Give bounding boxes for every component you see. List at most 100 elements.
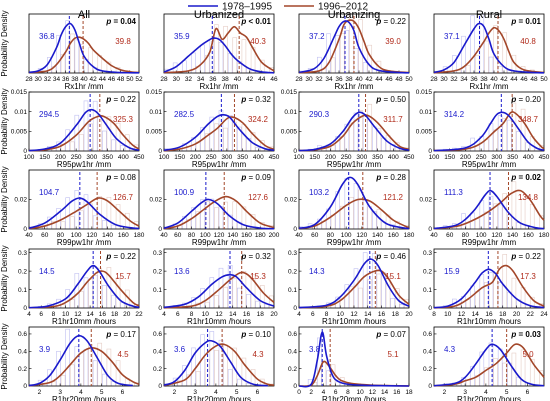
y-tick-label: 0.6 — [423, 331, 432, 338]
mean-label-1978-1995: 103.2 — [309, 188, 330, 197]
mean-label-1978-1995: 294.5 — [39, 110, 60, 119]
y-tick-label: 0.2 — [18, 268, 27, 275]
y-axis-label: Probability Density — [0, 323, 9, 389]
series-1978-1995 — [28, 22, 140, 74]
x-tick-label: 100 — [200, 232, 211, 239]
x-tick-label: 100 — [294, 154, 305, 161]
x-tick-label: 2 — [173, 389, 177, 396]
y-tick-label: 0.2 — [288, 366, 297, 373]
x-tick-label: 22 — [135, 311, 143, 318]
y-tick-label: 0.4 — [288, 348, 297, 355]
y-tick-label: 0.3 — [423, 250, 432, 257]
x-tick-label: 28 — [295, 76, 303, 83]
x-tick-label: 42 — [246, 76, 254, 83]
panel-r4-c3: 2 3 4 5 6 0 0.2 0.4 0.6 4.3 5.0 p = 0.03 R1hr20mm /h… — [423, 326, 545, 401]
series-1996-2012 — [28, 270, 140, 309]
panel-r2-c1: 40 60 80 100 120 140 160 180 200 0 0.02 100.9 127.6 p… — [149, 169, 280, 247]
x-tick-label: 14 — [364, 311, 372, 318]
x-tick-label: 6 — [334, 389, 338, 396]
x-tick-label: 180 — [404, 232, 415, 239]
y-tick-label: 0 — [23, 226, 27, 233]
mean-label-1996-2012: 121.2 — [383, 193, 404, 202]
x-tick-label: 16 — [378, 311, 386, 318]
mean-label-1978-1995: 3.6 — [174, 345, 186, 354]
x-tick-label: 10 — [444, 311, 452, 318]
column-title-rural: Rural — [476, 9, 502, 21]
x-tick-label: 120 — [214, 232, 225, 239]
y-tick-label: 0 — [428, 148, 432, 155]
x-tick-label: 40 — [295, 232, 303, 239]
x-tick-label: 350 — [102, 154, 113, 161]
x-tick-label: 5 — [505, 389, 509, 396]
x-tick-label: 3 — [58, 389, 62, 396]
mean-label-1978-1995: 111.3 — [444, 188, 463, 197]
x-axis-label: R95pw1hr /mm — [462, 160, 517, 169]
x-tick-label: 16 — [485, 311, 493, 318]
x-tick-label: 180 — [255, 232, 266, 239]
x-tick-label: 200 — [325, 154, 336, 161]
x-tick-label: 16 — [393, 389, 401, 396]
x-tick-label: 8 — [432, 311, 436, 318]
panel-r0-c0: 28 30 32 34 36 38 40 42 44 46 48 50 52 36.8 39.8 p = 0.… — [25, 13, 143, 91]
x-tick-label: 28 — [160, 76, 168, 83]
series-1996-2012 — [298, 19, 410, 74]
y-tick-label: 0.2 — [288, 268, 297, 275]
panel-r1-c1: 100 150 200 250 300 350 400 450 0 0.005 0.01 0.015 2… — [146, 89, 280, 169]
series-1996-2012 — [433, 111, 545, 152]
p-value: p = 0.20 — [510, 95, 541, 104]
x-tick-label: 12 — [350, 311, 358, 318]
p-value: p = 0.01 — [510, 17, 541, 26]
x-tick-label: 4 — [322, 389, 326, 396]
x-tick-label: 20 — [405, 311, 413, 318]
y-tick-label: 0 — [23, 305, 27, 312]
x-tick-label: 140 — [102, 232, 113, 239]
x-tick-label: 30 — [305, 76, 313, 83]
y-tick-label: 0.02 — [284, 197, 297, 204]
y-tick-label: 0.2 — [18, 366, 27, 373]
panel-r1-c2: 100 150 200 250 300 350 400 450 0 0.005 0.01 0.015 2… — [281, 89, 415, 169]
series-1996-2012 — [28, 36, 140, 74]
x-tick-label: 4 — [297, 311, 301, 318]
x-tick-label: 6 — [311, 311, 315, 318]
x-tick-label: 2 — [38, 389, 42, 396]
p-value: p < 0.01 — [240, 17, 271, 26]
y-tick-label: 0.01 — [419, 109, 432, 116]
x-tick-label: 4 — [162, 311, 166, 318]
x-tick-label: 12 — [458, 311, 466, 318]
y-axis-label: Probability Density — [0, 166, 9, 232]
mean-label-1996-2012: 17.3 — [520, 272, 536, 281]
x-axis-label: R95pw1hr /mm — [192, 160, 247, 169]
mean-label-1996-2012: 126.7 — [113, 193, 134, 202]
y-tick-label: 0.2 — [423, 268, 432, 275]
column-title-urbanized: Urbanized — [194, 9, 244, 21]
x-tick-label: 80 — [327, 232, 335, 239]
mean-label-1996-2012: 4.3 — [252, 350, 264, 359]
column-title-all: All — [78, 9, 90, 21]
series-1978-1995 — [298, 258, 410, 309]
x-tick-label: 160 — [388, 232, 399, 239]
column-title-urbanizing: Urbanizing — [328, 9, 381, 21]
x-tick-label: 2 — [309, 389, 313, 396]
x-tick-label: 120 — [86, 232, 97, 239]
y-tick-label: 0.015 — [11, 89, 28, 96]
x-tick-label: 38 — [71, 76, 79, 83]
x-tick-label: 44 — [510, 76, 518, 83]
panel-r0-c2: 28 30 32 34 36 38 40 42 44 46 48 50 37.2 39.0 p = 0.22… — [295, 13, 413, 91]
mean-label-1978-1995: 15.9 — [444, 267, 460, 276]
x-tick-label: 34 — [197, 76, 205, 83]
series-1978-1995 — [298, 111, 410, 152]
x-tick-label: 10 — [202, 311, 210, 318]
x-axis-label: R1hr20mm /hours — [457, 395, 521, 401]
panel-r3-c1: 4 6 8 10 12 14 16 18 20 0 0.1 0.2 0.3 13.6 15.3 p = 0.3… — [153, 248, 278, 326]
mean-label-1996-2012: 40.8 — [520, 37, 536, 46]
panel-r0-c3: 28 30 32 34 36 38 40 42 44 46 48 50 37.1 40.8 p = 0.01… — [430, 13, 548, 91]
y-tick-label: 0.2 — [153, 268, 162, 275]
x-tick-label: 14 — [86, 311, 94, 318]
x-tick-label: 5 — [100, 389, 104, 396]
x-tick-label: 10 — [62, 311, 70, 318]
x-tick-label: 180 — [134, 232, 145, 239]
x-tick-label: 48 — [530, 76, 538, 83]
p-value: p = 0.07 — [375, 330, 406, 339]
mean-label-1978-1995: 290.3 — [309, 110, 330, 119]
x-axis-label: R1hr10mm /hours — [187, 317, 251, 326]
